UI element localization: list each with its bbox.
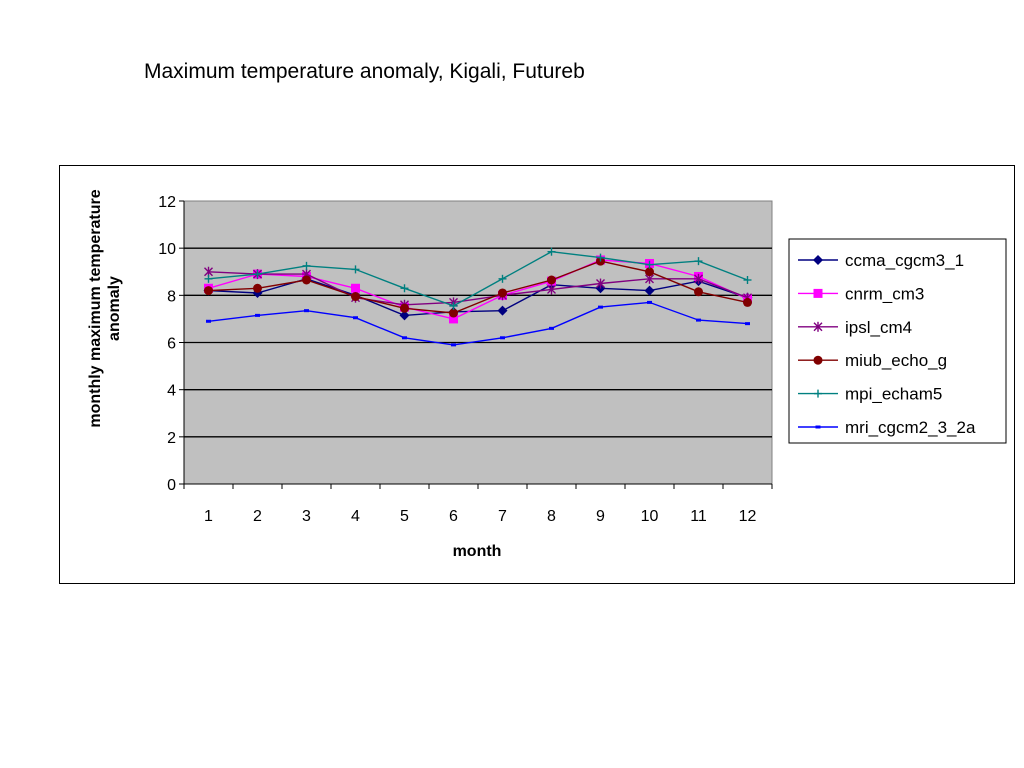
series-group	[203, 247, 753, 347]
legend-item: cnrm_cm3	[798, 284, 924, 303]
data-point-plus	[204, 274, 213, 283]
legend-label: mri_cgcm2_3_2a	[845, 418, 976, 437]
y-tick-label: 12	[158, 194, 176, 211]
series-mri-cgcm2-3-2a	[206, 300, 750, 347]
data-point-diamond	[644, 285, 655, 296]
legend-item: ccma_cgcm3_1	[798, 251, 964, 270]
y-tick-label: 0	[167, 477, 176, 494]
x-tick-label: 12	[739, 508, 757, 525]
legend-label: ccma_cgcm3_1	[845, 251, 964, 270]
x-tick-label: 2	[253, 508, 262, 525]
data-point-diamond	[399, 310, 410, 321]
chart-frame: 0 2 4 6 8 10 12 1 2 3 4 5 6 7 8 9 10 11 12 monthly maximum…	[59, 165, 1015, 584]
data-point-circle	[449, 308, 458, 318]
data-point-dash	[451, 343, 456, 347]
data-point-dash	[402, 336, 407, 340]
series-mpi-echam5	[204, 247, 752, 310]
x-tick-label: 10	[641, 508, 659, 525]
data-point-star	[694, 273, 703, 284]
series-line	[208, 259, 748, 320]
x-tick-label: 5	[400, 508, 409, 525]
series-line	[208, 271, 748, 306]
legend-item: mpi_echam5	[798, 385, 942, 404]
data-point-plus	[449, 301, 458, 310]
legend-marker	[813, 288, 823, 298]
legend: ccma_cgcm3_1 cnrm_cm3 ipsl_cm4 miub_echo_gm…	[788, 238, 1007, 444]
data-point-plus	[400, 284, 409, 293]
data-point-star	[547, 284, 556, 295]
y-tick-label: 8	[167, 288, 176, 305]
legend-marker	[813, 321, 823, 332]
legend-item: mri_cgcm2_3_2a	[798, 418, 976, 437]
series-line	[208, 260, 748, 314]
data-point-dash	[353, 316, 358, 320]
x-tick-label: 8	[547, 508, 556, 525]
legend-marker	[814, 389, 822, 398]
x-tick-label: 3	[302, 508, 311, 525]
legend-label: ipsl_cm4	[845, 318, 912, 337]
x-tick-label: 6	[449, 508, 458, 525]
data-point-circle	[351, 292, 360, 302]
data-point-square	[449, 314, 458, 324]
legend-marker	[815, 425, 821, 429]
legend-box	[788, 238, 1007, 444]
series-miub-echo-g	[204, 256, 752, 318]
x-tick-label: 11	[690, 508, 707, 525]
data-point-dash	[696, 318, 701, 322]
legend-label: cnrm_cm3	[845, 284, 924, 303]
data-point-dash	[598, 305, 603, 309]
data-point-star	[596, 278, 605, 289]
data-point-dash	[255, 313, 260, 317]
data-point-dash	[304, 309, 309, 313]
data-point-circle	[302, 275, 311, 285]
data-point-circle	[204, 286, 213, 296]
legend-marker	[813, 255, 823, 265]
legend-item: ipsl_cm4	[798, 318, 912, 337]
data-point-plus	[547, 247, 556, 256]
y-tick-label: 6	[167, 336, 176, 353]
data-point-square	[351, 283, 360, 293]
legend-marker	[813, 355, 823, 365]
data-point-plus	[645, 260, 654, 269]
x-tick-label: 9	[596, 508, 605, 525]
x-tick-label: 1	[204, 508, 213, 525]
data-point-dash	[500, 336, 505, 340]
data-point-circle	[498, 288, 507, 298]
data-point-circle	[694, 287, 703, 297]
data-point-circle	[547, 275, 556, 285]
data-point-dash	[647, 300, 652, 304]
series-line	[208, 250, 748, 307]
y-tick-label: 10	[158, 241, 176, 258]
data-point-dash	[745, 322, 750, 326]
data-point-plus	[743, 276, 752, 285]
data-point-circle	[743, 297, 752, 307]
y-axis-label: monthly maximum temperature anomaly	[87, 189, 123, 427]
page-title: Maximum temperature anomaly, Kigali, Fut…	[144, 60, 585, 83]
data-point-diamond	[497, 305, 508, 316]
y-tick-label: 2	[167, 430, 176, 447]
legend-label: miub_echo_g	[845, 351, 947, 370]
x-tick-label: 4	[351, 508, 360, 525]
x-axis-label: month	[453, 543, 502, 560]
data-point-dash	[549, 326, 554, 330]
data-point-plus	[498, 274, 507, 283]
data-point-dash	[206, 319, 211, 323]
x-tick-label: 7	[498, 508, 507, 525]
y-tick-label: 4	[167, 383, 176, 400]
data-point-plus	[596, 253, 605, 262]
legend-item: miub_echo_g	[798, 351, 947, 370]
data-point-plus	[253, 270, 262, 279]
legend-label: mpi_echam5	[845, 385, 942, 404]
data-point-plus	[351, 265, 360, 274]
data-point-circle	[645, 267, 654, 277]
data-point-plus	[302, 261, 311, 270]
data-point-circle	[253, 283, 262, 293]
series-line	[208, 301, 748, 346]
data-point-plus	[694, 257, 703, 266]
data-point-circle	[400, 303, 409, 313]
